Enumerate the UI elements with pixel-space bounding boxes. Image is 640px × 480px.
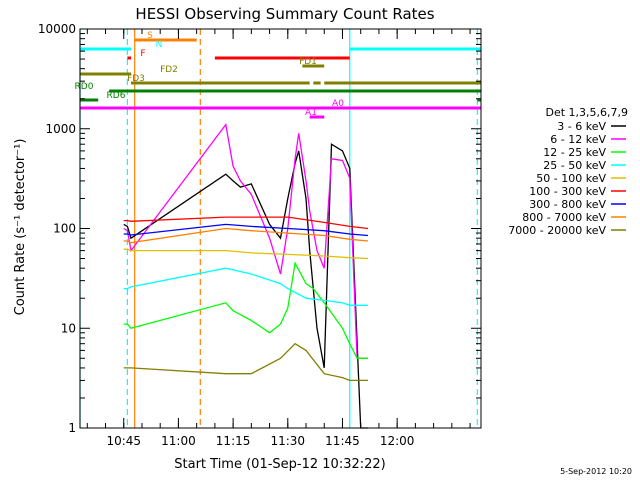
legend-entry-8: 7000 - 20000 keV <box>508 224 606 237</box>
flag-label-fd2: FD2 <box>160 65 178 75</box>
date-stamp: 5-Sep-2012 10:20 <box>560 467 632 476</box>
y-axis-label: Count Rate (s⁻¹ detector⁻¹) <box>13 139 28 316</box>
legend-entry-6: 300 - 800 keV <box>529 198 606 211</box>
x-tick-label-5: 12:00 <box>380 434 415 448</box>
series-line-7 <box>123 227 369 244</box>
y-tick-label-4: 10000 <box>38 22 76 36</box>
legend-entry-3: 25 - 50 keV <box>543 159 606 172</box>
flag-label-fd3: FD3 <box>127 74 145 84</box>
y-tick-label-2: 100 <box>53 222 76 236</box>
series-line-3 <box>123 267 368 306</box>
flag-label-f: F <box>140 49 145 59</box>
y-tick-label-1: 10 <box>61 321 76 335</box>
x-tick-label-4: 11:45 <box>325 434 360 448</box>
flag-label-a1: A1 <box>305 108 317 118</box>
flag-label-rd0: RD0 <box>75 82 94 92</box>
flag-label-fd1: FD1 <box>299 57 317 67</box>
legend-entry-4: 50 - 100 keV <box>536 172 606 185</box>
x-tick-label-0: 10:45 <box>106 434 141 448</box>
y-tick-label-3: 1000 <box>45 122 76 136</box>
axes: 1 10 100 1000 10000 10:45 11:00 11:15 11:30 11:45… <box>38 22 482 448</box>
chart-title: HESSI Observing Summary Count Rates <box>135 5 434 23</box>
x-tick-label-1: 11:00 <box>161 434 196 448</box>
legend-entry-7: 800 - 7000 keV <box>522 211 606 224</box>
legend-title: Det 1,3,5,6,7,9 <box>545 106 628 119</box>
flag-label-s: S <box>147 31 153 41</box>
series-line-8 <box>123 342 368 382</box>
flag-label-a0: A0 <box>332 99 344 109</box>
legend-entry-5: 100 - 300 keV <box>529 185 606 198</box>
flag-label-rd6: RD6 <box>107 91 126 101</box>
y-tick-label-0: 1 <box>68 421 76 435</box>
series-line-5 <box>123 216 369 230</box>
x-axis-label: Start Time (01-Sep-12 10:32:22) <box>174 457 385 472</box>
plot-area: SN F FD1 FD2 FD3 RD0 RD6 A0 A1 <box>75 29 481 429</box>
flag-label-n: N <box>156 40 163 50</box>
x-tick-label-3: 11:30 <box>270 434 305 448</box>
legend-entry-2: 12 - 25 keV <box>543 146 606 159</box>
legend-entry-0: 3 - 6 keV <box>557 120 606 133</box>
series-line-6 <box>123 223 369 237</box>
x-tick-label-2: 11:15 <box>216 434 251 448</box>
series-line-2 <box>123 261 368 359</box>
legend-entry-1: 6 - 12 keV <box>550 133 606 146</box>
series-line-1 <box>123 123 368 359</box>
series-line-4 <box>123 248 369 260</box>
